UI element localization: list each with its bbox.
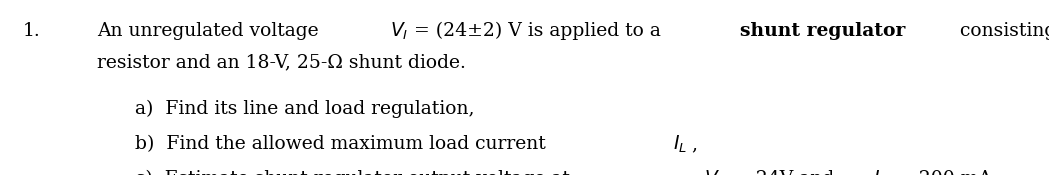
Text: b)  Find the allowed maximum load current: b) Find the allowed maximum load current bbox=[135, 135, 552, 153]
Text: $V_I$: $V_I$ bbox=[704, 168, 723, 175]
Text: consisting of a series 100-Ω: consisting of a series 100-Ω bbox=[954, 22, 1049, 40]
Text: = (24±2) V is applied to a: = (24±2) V is applied to a bbox=[414, 22, 667, 40]
Text: An unregulated voltage: An unregulated voltage bbox=[97, 22, 324, 40]
Text: shunt regulator: shunt regulator bbox=[741, 22, 906, 40]
Text: ,: , bbox=[691, 135, 698, 153]
Text: resistor and an 18-V, 25-Ω shunt diode.: resistor and an 18-V, 25-Ω shunt diode. bbox=[97, 54, 466, 72]
Text: a)  Find its line and load regulation,: a) Find its line and load regulation, bbox=[135, 100, 475, 118]
Text: $I_L$: $I_L$ bbox=[873, 168, 886, 175]
Text: $V_I$: $V_I$ bbox=[390, 20, 409, 42]
Text: 1.: 1. bbox=[23, 22, 41, 40]
Text: = 200 mA.: = 200 mA. bbox=[891, 170, 998, 175]
Text: = 24V and: = 24V and bbox=[728, 170, 840, 175]
Text: c)  Estimate shunt regulator output voltage at: c) Estimate shunt regulator output volta… bbox=[135, 170, 576, 175]
Text: $I_L$: $I_L$ bbox=[673, 133, 687, 155]
